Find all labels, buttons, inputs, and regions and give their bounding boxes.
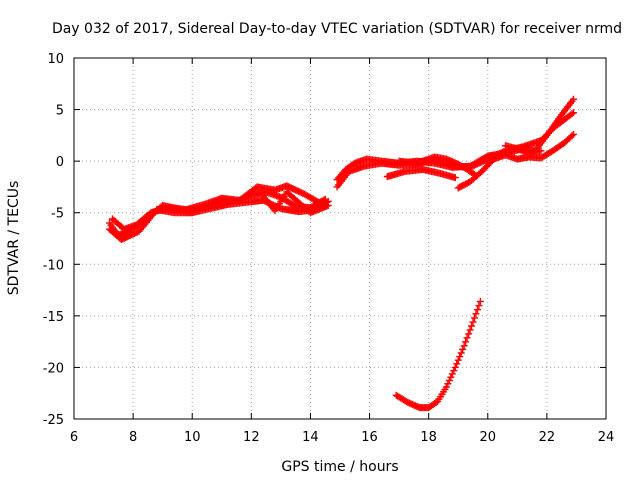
data-point [470,314,478,322]
data-point [460,342,468,350]
data-point [569,130,577,138]
data-point [468,322,476,330]
data-point [444,380,452,388]
x-tick-label: 18 [420,430,437,445]
data-point [463,334,471,342]
x-tick-label: 10 [184,430,201,445]
data-point [447,373,455,381]
y-tick-label: 5 [56,104,64,119]
data-point [473,306,481,314]
data-point [457,349,465,357]
series-arc-9 [454,130,577,192]
data-point [472,310,480,318]
x-tick-label: 8 [129,430,137,445]
y-tick-label: -15 [43,310,64,325]
data-point [451,363,459,371]
data-point [469,318,477,326]
chart-title: Day 032 of 2017, Sidereal Day-to-day VTE… [52,21,622,37]
x-tick-label: 24 [598,430,615,445]
x-axis-label: GPS time / hours [281,459,398,475]
y-tick-label: -5 [51,207,64,222]
data-point [475,302,483,310]
data-point [568,110,576,118]
data-point [476,297,484,305]
data-point [456,353,464,361]
y-tick-label: 0 [56,155,64,170]
data-point [537,147,545,155]
data-point [454,356,462,364]
x-tick-label: 14 [302,430,319,445]
data-point [445,376,453,384]
data-point [453,360,461,368]
data-point [568,132,576,140]
x-tick-label: 12 [243,430,260,445]
data-point [448,370,456,378]
axes: 6 8 10 12 14 16 18 20 22 24 10 5 0 -5 -10 -15 -20 -25 [43,52,615,445]
grid [74,58,606,419]
y-tick-label: 10 [47,52,64,67]
data-point [465,330,473,338]
data-layer [105,95,577,412]
y-tick-label: -20 [43,361,64,376]
data-point [569,95,577,103]
series-arc-4 [259,188,332,217]
series-arc-3 [108,182,326,233]
series-arc-7 [383,165,459,182]
plot-frame [73,57,607,420]
data-point [442,383,450,391]
series-arc-10 [502,142,545,157]
x-tick-label: 20 [480,430,497,445]
y-tick-label: -25 [43,413,64,428]
data-point [324,201,332,209]
x-tick-label: 16 [361,430,378,445]
data-point [450,367,458,375]
data-point [462,338,470,346]
data-point [451,174,459,182]
y-axis-label: SDTVAR / TECUs [6,181,22,296]
data-point [466,326,474,334]
series-arc-11 [392,297,484,412]
x-tick-label: 22 [539,430,556,445]
data-point [569,109,577,117]
y-tick-label: -10 [43,258,64,273]
data-point [459,345,467,353]
x-tick-label: 6 [70,430,78,445]
